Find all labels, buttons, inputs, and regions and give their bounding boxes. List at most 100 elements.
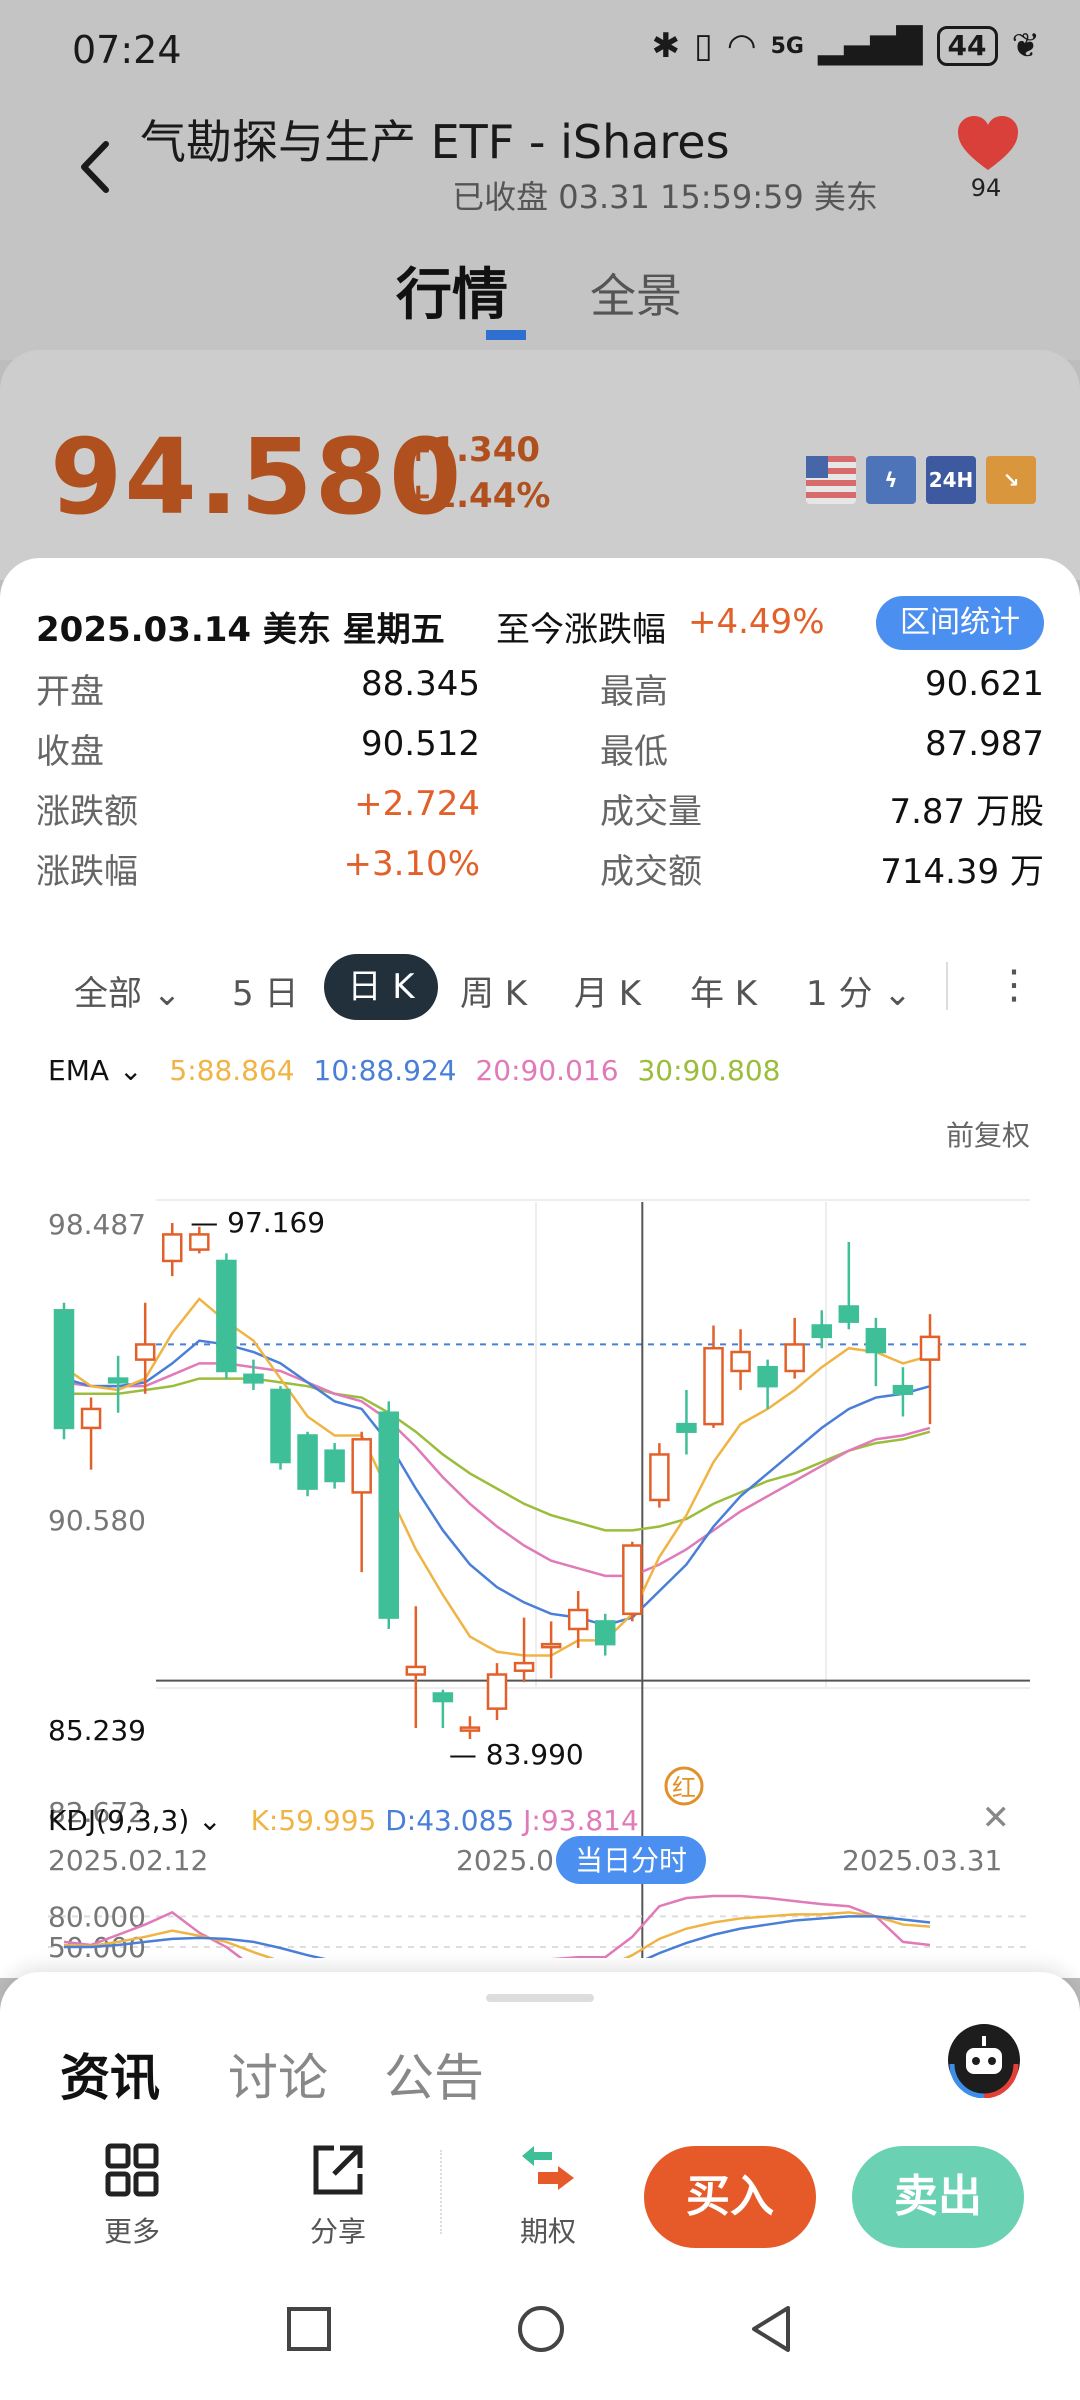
intraday-button-label: 当日分时 bbox=[575, 1844, 687, 1877]
selected-date: 2025.03.14 美东 星期五 bbox=[36, 610, 445, 650]
turnover-value: 714.39 万 bbox=[880, 852, 1044, 892]
period-year-k[interactable]: 年 K bbox=[690, 974, 758, 1014]
period-minute[interactable]: 1 分 ⌄ bbox=[806, 974, 912, 1014]
x-axis-mid: 2025.0 bbox=[456, 1844, 554, 1877]
candle-body bbox=[703, 1346, 724, 1426]
close-icon[interactable]: ✕ bbox=[981, 1798, 1011, 1838]
candle-body bbox=[513, 1661, 535, 1672]
tab-news[interactable]: 资讯 bbox=[60, 2049, 160, 2107]
buy-button[interactable]: 买入 bbox=[644, 2146, 816, 2248]
trend-icon[interactable]: ↘ bbox=[986, 456, 1036, 504]
status-icons: ✱ ▯ ◠ 5G ▂▄▆█ 44 ❦ bbox=[652, 26, 1040, 66]
high-label: 最高 bbox=[600, 672, 668, 712]
drag-handle[interactable] bbox=[486, 1994, 594, 2002]
ema5-line bbox=[63, 1297, 931, 1657]
us-flag-icon[interactable] bbox=[806, 456, 856, 504]
ema20-value: 20:90.016 bbox=[475, 1054, 619, 1087]
period-divider bbox=[946, 962, 948, 1010]
signal-icon: ▂▄▆█ bbox=[817, 26, 923, 66]
candle-body bbox=[676, 1422, 697, 1433]
period-week-k[interactable]: 周 K bbox=[460, 974, 528, 1014]
kdj-j-value: J:93.814 bbox=[523, 1804, 639, 1837]
ema-legend[interactable]: EMA ⌄ 5:88.864 10:88.924 20:90.016 30:90.… bbox=[48, 1054, 790, 1087]
price-panel: 94.580 +1.340 +1.44% ϟ 24H ↘ bbox=[0, 350, 1080, 580]
quote-detail-sheet: 2025.03.14 美东 星期五 至今涨跌幅 +4.49% 区间统计 开盘 8… bbox=[0, 558, 1080, 1978]
period-selector: 全部 ⌄ 5 日 日 K 周 K 月 K 年 K 1 分 ⌄ ⋮ bbox=[0, 948, 1080, 1038]
options-tool[interactable]: 期权 bbox=[488, 2142, 608, 2250]
home-icon[interactable] bbox=[516, 2304, 566, 2354]
kdj-legend[interactable]: KDJ(9,3,3) ⌄ K:59.995 D:43.085 J:93.814 bbox=[48, 1804, 639, 1837]
period-month-k[interactable]: 月 K bbox=[574, 974, 642, 1014]
period-day-k[interactable]: 日 K bbox=[324, 954, 438, 1020]
y-axis-mid: 90.580 bbox=[48, 1504, 146, 1537]
x-axis-start: 2025.02.12 bbox=[48, 1844, 208, 1877]
badge-24h[interactable]: 24H bbox=[926, 456, 976, 504]
red-badge-icon[interactable] bbox=[664, 1766, 704, 1806]
last-price: 94.580 bbox=[50, 416, 464, 538]
ema20-line bbox=[63, 1362, 931, 1578]
x-axis-end: 2025.03.31 bbox=[842, 1844, 1002, 1877]
low-value: 87.987 bbox=[925, 724, 1044, 764]
adjust-mode-label[interactable]: 前复权 bbox=[945, 1119, 1030, 1152]
recent-apps-icon[interactable] bbox=[286, 2306, 332, 2352]
kdj-d-value: D:43.085 bbox=[385, 1804, 515, 1837]
market-status: 已收盘 03.31 15:59:59 美东 bbox=[452, 178, 878, 216]
network-type: 5G bbox=[770, 33, 804, 59]
candle-body bbox=[432, 1692, 454, 1703]
back-nav-icon[interactable] bbox=[748, 2304, 794, 2354]
period-5d[interactable]: 5 日 bbox=[232, 974, 299, 1014]
back-arrow-icon[interactable] bbox=[70, 132, 122, 202]
open-value: 88.345 bbox=[361, 664, 480, 704]
system-nav-bar bbox=[0, 2270, 1080, 2400]
tab-overview[interactable]: 全景 bbox=[590, 269, 682, 323]
range-stats-button[interactable]: 区间统计 bbox=[876, 596, 1044, 650]
share-icon bbox=[313, 2145, 363, 2195]
change-amount-label: 涨跌额 bbox=[36, 792, 138, 832]
candle-body bbox=[80, 1407, 102, 1430]
candle-body bbox=[459, 1726, 481, 1732]
robot-assistant-icon[interactable] bbox=[946, 2022, 1022, 2098]
more-tool[interactable]: 更多 bbox=[72, 2142, 192, 2250]
max-price-label: — 97.169 bbox=[190, 1206, 325, 1239]
candle-body bbox=[622, 1544, 643, 1616]
candle-body bbox=[919, 1335, 941, 1361]
since-change-value: +4.49% bbox=[688, 602, 825, 642]
lightning-icon[interactable]: ϟ bbox=[866, 456, 916, 504]
candle-body bbox=[351, 1438, 372, 1494]
favorite-heart-icon[interactable] bbox=[956, 114, 1020, 174]
candle-body bbox=[324, 1449, 345, 1483]
ema30-value: 30:90.808 bbox=[637, 1054, 781, 1087]
tab-discuss[interactable]: 讨论 bbox=[228, 2049, 328, 2107]
favorite-count: 94 bbox=[970, 174, 1002, 202]
kline-chart[interactable]: 98.487 90.580 85.239 82.672 2025.02.12 2… bbox=[0, 1098, 1080, 1958]
status-time: 07:24 bbox=[72, 28, 182, 72]
candle-body bbox=[838, 1305, 860, 1323]
options-icon bbox=[522, 2146, 574, 2190]
more-vertical-icon[interactable]: ⋮ bbox=[994, 962, 1034, 1008]
candle-body bbox=[378, 1411, 399, 1619]
sell-button[interactable]: 卖出 bbox=[852, 2146, 1024, 2248]
candle-body bbox=[892, 1384, 914, 1396]
chevron-down-icon: ⌄ bbox=[119, 1054, 143, 1087]
candle-body bbox=[540, 1642, 562, 1649]
tab-quote-underline bbox=[486, 330, 526, 340]
candle-body bbox=[107, 1377, 129, 1384]
low-label: 最低 bbox=[600, 732, 668, 772]
candle-body bbox=[649, 1453, 670, 1502]
candle-body bbox=[53, 1309, 75, 1430]
y-axis-low: 85.239 bbox=[48, 1714, 146, 1747]
candle-body bbox=[297, 1434, 318, 1490]
candle-body bbox=[189, 1233, 210, 1251]
intraday-button[interactable] bbox=[556, 1836, 706, 1884]
candle-body bbox=[216, 1259, 237, 1373]
share-tool[interactable]: 分享 bbox=[278, 2142, 398, 2250]
tab-notice[interactable]: 公告 bbox=[384, 2049, 484, 2107]
change-pct-value: +3.10% bbox=[343, 844, 481, 884]
change-amount-value: +2.724 bbox=[354, 784, 480, 824]
chevron-down-icon: ⌄ bbox=[189, 1804, 222, 1837]
candle-body bbox=[486, 1673, 508, 1710]
tab-quote[interactable]: 行情 bbox=[396, 263, 508, 328]
battery-icon: 44 bbox=[936, 26, 998, 66]
period-all[interactable]: 全部 ⌄ bbox=[74, 974, 182, 1014]
kdj-k-value: K:59.995 bbox=[250, 1804, 377, 1837]
